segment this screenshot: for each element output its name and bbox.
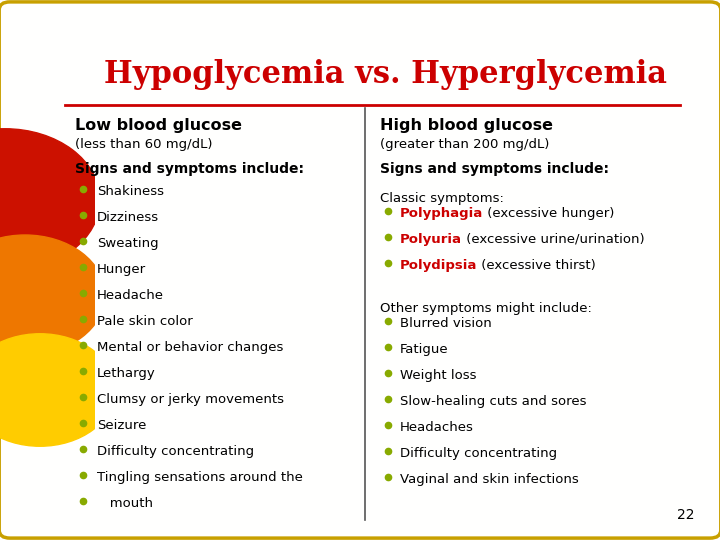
Text: (excessive hunger): (excessive hunger) — [483, 207, 615, 220]
Text: Weight loss: Weight loss — [400, 369, 477, 382]
Text: mouth: mouth — [97, 497, 153, 510]
Text: Fatigue: Fatigue — [400, 343, 449, 356]
Text: Shakiness: Shakiness — [97, 185, 164, 198]
Circle shape — [0, 334, 115, 446]
Text: Pale skin color: Pale skin color — [97, 315, 193, 328]
Text: Lethargy: Lethargy — [97, 367, 156, 380]
Text: Hypoglycemia vs. Hyperglycemia: Hypoglycemia vs. Hyperglycemia — [104, 59, 667, 91]
Text: Headache: Headache — [97, 289, 164, 302]
Circle shape — [0, 235, 105, 355]
Text: Tingling sensations around the: Tingling sensations around the — [97, 471, 303, 484]
Text: Headaches: Headaches — [400, 421, 474, 434]
Text: Sweating: Sweating — [97, 237, 158, 250]
Text: Other symptoms might include:: Other symptoms might include: — [380, 302, 592, 315]
Text: Vaginal and skin infections: Vaginal and skin infections — [400, 473, 579, 486]
Text: Difficulty concentrating: Difficulty concentrating — [97, 445, 254, 458]
Text: Hunger: Hunger — [97, 263, 146, 276]
Text: Polyuria: Polyuria — [400, 233, 462, 246]
Text: (excessive urine/urination): (excessive urine/urination) — [462, 233, 644, 246]
Text: Polydipsia: Polydipsia — [400, 259, 477, 272]
Text: Dizziness: Dizziness — [97, 211, 159, 224]
Text: Difficulty concentrating: Difficulty concentrating — [400, 447, 557, 460]
Text: Seizure: Seizure — [97, 419, 146, 432]
Circle shape — [0, 129, 100, 271]
Text: Signs and symptoms include:: Signs and symptoms include: — [380, 162, 609, 176]
Text: High blood glucose: High blood glucose — [380, 118, 553, 133]
Text: (less than 60 mg/dL): (less than 60 mg/dL) — [75, 138, 212, 151]
Text: Blurred vision: Blurred vision — [400, 317, 492, 330]
Text: Signs and symptoms include:: Signs and symptoms include: — [75, 162, 304, 176]
Text: Classic symptoms:: Classic symptoms: — [380, 192, 504, 205]
Text: Low blood glucose: Low blood glucose — [75, 118, 242, 133]
Text: 22: 22 — [678, 508, 695, 522]
Text: Mental or behavior changes: Mental or behavior changes — [97, 341, 284, 354]
Text: (excessive thirst): (excessive thirst) — [477, 259, 596, 272]
Text: (greater than 200 mg/dL): (greater than 200 mg/dL) — [380, 138, 549, 151]
Text: Slow-healing cuts and sores: Slow-healing cuts and sores — [400, 395, 587, 408]
Text: Polyphagia: Polyphagia — [400, 207, 483, 220]
Text: Clumsy or jerky movements: Clumsy or jerky movements — [97, 393, 284, 406]
